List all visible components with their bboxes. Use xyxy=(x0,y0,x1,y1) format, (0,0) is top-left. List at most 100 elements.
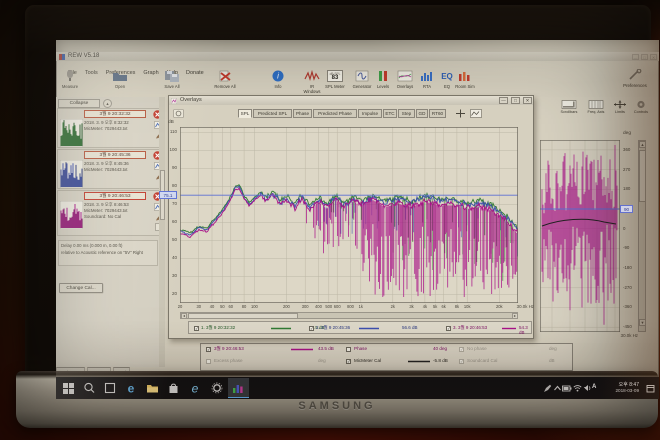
scroll-right-arrow[interactable]: ► xyxy=(512,313,518,319)
toolbar-button-info[interactable]: i Info xyxy=(260,70,296,94)
overlay-trace-checkbox[interactable]: ✓ xyxy=(446,325,451,331)
measurement-card[interactable]: 3월 9 20:45:36 2018. 3. 9 오후 8:45:36 MicMet… xyxy=(57,149,164,189)
settings-icon[interactable] xyxy=(211,382,224,395)
measurement-thumbnail[interactable] xyxy=(60,119,83,147)
overlay-trace-checkbox[interactable]: ✓ xyxy=(194,325,199,331)
toolbar-button-spl-meter[interactable]: dB SPL 83 SPL Meter xyxy=(324,70,346,94)
spl-meter-value: 83 xyxy=(331,75,339,81)
legend-checkbox-phase[interactable] xyxy=(346,347,351,352)
menu-item-tools[interactable]: Tools xyxy=(84,69,98,76)
change-cal-button[interactable]: Change Cal... xyxy=(59,283,103,293)
toolbar-button-label: Generator xyxy=(352,83,372,89)
toolbar-button-open[interactable]: Open xyxy=(102,70,138,94)
maximize-button[interactable]: □ xyxy=(641,53,648,60)
task-view-icon[interactable] xyxy=(104,382,117,395)
crosshair-icon[interactable] xyxy=(455,109,466,118)
measurement-name-field[interactable]: 3월 9 20:45:36 xyxy=(84,151,146,159)
overlays-h-scrollbar[interactable]: ◄ ► xyxy=(180,312,518,319)
db-tick-label: 80 xyxy=(171,183,177,189)
overlay-trace-checkbox[interactable]: ✓ xyxy=(309,325,314,331)
scroll-up-arrow[interactable]: ▲ xyxy=(639,141,646,148)
start-icon[interactable] xyxy=(62,382,75,395)
collapse-toggle-icon[interactable]: ▴ xyxy=(103,99,112,108)
toolbar-button-overlays[interactable]: Overlays xyxy=(394,70,416,94)
tab-predicted-spl[interactable]: Predicted SPL xyxy=(253,109,292,118)
toolbar-button-eq[interactable]: EQ EQ xyxy=(436,70,458,94)
legend-value: 43.5 dB xyxy=(318,346,334,351)
collapse-button[interactable]: Collapse xyxy=(58,99,100,108)
legend-checkbox-excess-phase[interactable] xyxy=(206,359,211,364)
preferences-button[interactable]: Preferences xyxy=(612,69,658,93)
scroll-thumb[interactable] xyxy=(188,313,298,319)
overlays-titlebar[interactable]: Overlays — □ ✕ xyxy=(169,96,533,105)
main-phase-plot[interactable] xyxy=(540,140,620,332)
capture-graph-icon[interactable] xyxy=(173,108,184,118)
tab-spl[interactable]: SPL xyxy=(238,109,252,118)
measurement-thumbnail[interactable] xyxy=(60,201,83,229)
tab-predicted-phase[interactable]: Predicted Phase xyxy=(313,109,357,118)
minimize-button[interactable]: — xyxy=(632,53,639,60)
overlays-maximize-button[interactable]: □ xyxy=(511,97,520,104)
pen-icon[interactable] xyxy=(543,384,553,392)
tab-step[interactable]: Step xyxy=(398,109,415,118)
menu-bar: FileToolsPreferencesGraphHelpDonate xyxy=(68,61,328,76)
overlays-spl-plot[interactable] xyxy=(180,127,518,303)
battery-icon[interactable] xyxy=(562,384,572,392)
graph-button-controls[interactable]: Controls xyxy=(628,100,654,117)
legend-checkbox-no-phase[interactable]: ✓ xyxy=(459,347,464,352)
measurement-card[interactable]: 3월 9 20:32:32 2018. 3. 9 오후 8:32:32 MicMet… xyxy=(57,108,164,148)
toolbar-button-save-all[interactable]: Save All xyxy=(154,70,190,94)
panel-scrollbar[interactable] xyxy=(159,97,165,367)
action-center-icon[interactable] xyxy=(646,384,655,393)
file-explorer-icon[interactable] xyxy=(146,382,159,395)
chevron-up-icon[interactable] xyxy=(553,384,563,392)
tab-impulse[interactable]: Impulse xyxy=(358,109,382,118)
tab-rt60[interactable]: RT60 xyxy=(429,109,446,118)
legend-checkbox-soundcard-cal[interactable]: ✓ xyxy=(459,359,464,364)
measurement-name-field[interactable]: 3월 9 20:46:53 xyxy=(84,192,146,200)
scroll-left-arrow[interactable]: ◄ xyxy=(181,313,187,319)
measurement-card[interactable]: 3월 9 20:46:53 2018. 3. 9 오후 8:46:53 MicMet… xyxy=(57,190,164,236)
edge-icon[interactable]: e xyxy=(125,382,138,395)
graph-button-freq-axis[interactable]: Freq. Axis xyxy=(583,100,609,117)
toolbar-button-remove-all[interactable]: Remove All xyxy=(207,70,243,94)
scroll-down-arrow[interactable]: ▼ xyxy=(639,319,646,326)
ime-indicator[interactable]: A xyxy=(592,384,597,390)
measurement-name-field[interactable]: 3월 9 20:32:32 xyxy=(84,110,146,118)
graph-button-scrollbars[interactable]: Scrollbars xyxy=(556,100,582,117)
toolbar-button-levels[interactable]: Levels xyxy=(372,70,394,94)
toolbar-button-generator[interactable]: Generator xyxy=(351,70,373,94)
measurement-thumbnail[interactable] xyxy=(60,160,83,188)
overlays-close-button[interactable]: ✕ xyxy=(523,97,532,104)
info-icon: i xyxy=(270,70,286,82)
volume-icon[interactable] xyxy=(583,384,593,392)
main-vertical-scrollbar[interactable]: ▲ ▼ xyxy=(638,140,646,332)
store-icon[interactable] xyxy=(167,382,180,395)
toolbar-button-ir-windows[interactable]: IR Windows xyxy=(301,70,323,94)
thumbnail-view-icon[interactable] xyxy=(470,109,482,118)
menu-item-preferences[interactable]: Preferences xyxy=(105,69,136,76)
freq-tick-label: 200 xyxy=(282,304,290,309)
wifi-icon[interactable] xyxy=(573,384,583,392)
tab-etc[interactable]: ETC xyxy=(383,109,397,118)
tab-phase[interactable]: Phase xyxy=(293,109,312,118)
search-icon[interactable] xyxy=(83,382,96,395)
toolbar-button-rta[interactable]: RTA xyxy=(416,70,438,94)
legend-checkbox-3-9-20-46-53[interactable]: ✓ xyxy=(206,347,211,352)
menu-item-donate[interactable]: Donate xyxy=(185,69,204,76)
overlays-minimize-button[interactable]: — xyxy=(499,97,508,104)
rew-icon[interactable] xyxy=(232,381,245,394)
toolbar-button-room-sim[interactable]: Room Sim xyxy=(454,70,476,94)
graph-button-limits[interactable]: Limits xyxy=(607,100,633,117)
toolbar-button-measure[interactable]: Measure xyxy=(56,70,88,94)
taskbar-tile-active[interactable] xyxy=(228,378,249,398)
toolbar-button-label: Open xyxy=(114,83,126,89)
internet-explorer-icon[interactable]: e xyxy=(189,382,202,395)
legend-checkbox-micmeter-cal[interactable]: ✓ xyxy=(346,359,351,364)
menu-item-graph[interactable]: Graph xyxy=(143,69,159,76)
legend-value: 40 deg xyxy=(433,346,448,351)
taskbar-clock[interactable]: 오후 8:47 2018-03-09 xyxy=(601,381,640,396)
tab-gd[interactable]: GD xyxy=(416,109,428,118)
scroll-thumb[interactable] xyxy=(639,150,646,202)
close-button[interactable]: ✕ xyxy=(650,53,657,60)
